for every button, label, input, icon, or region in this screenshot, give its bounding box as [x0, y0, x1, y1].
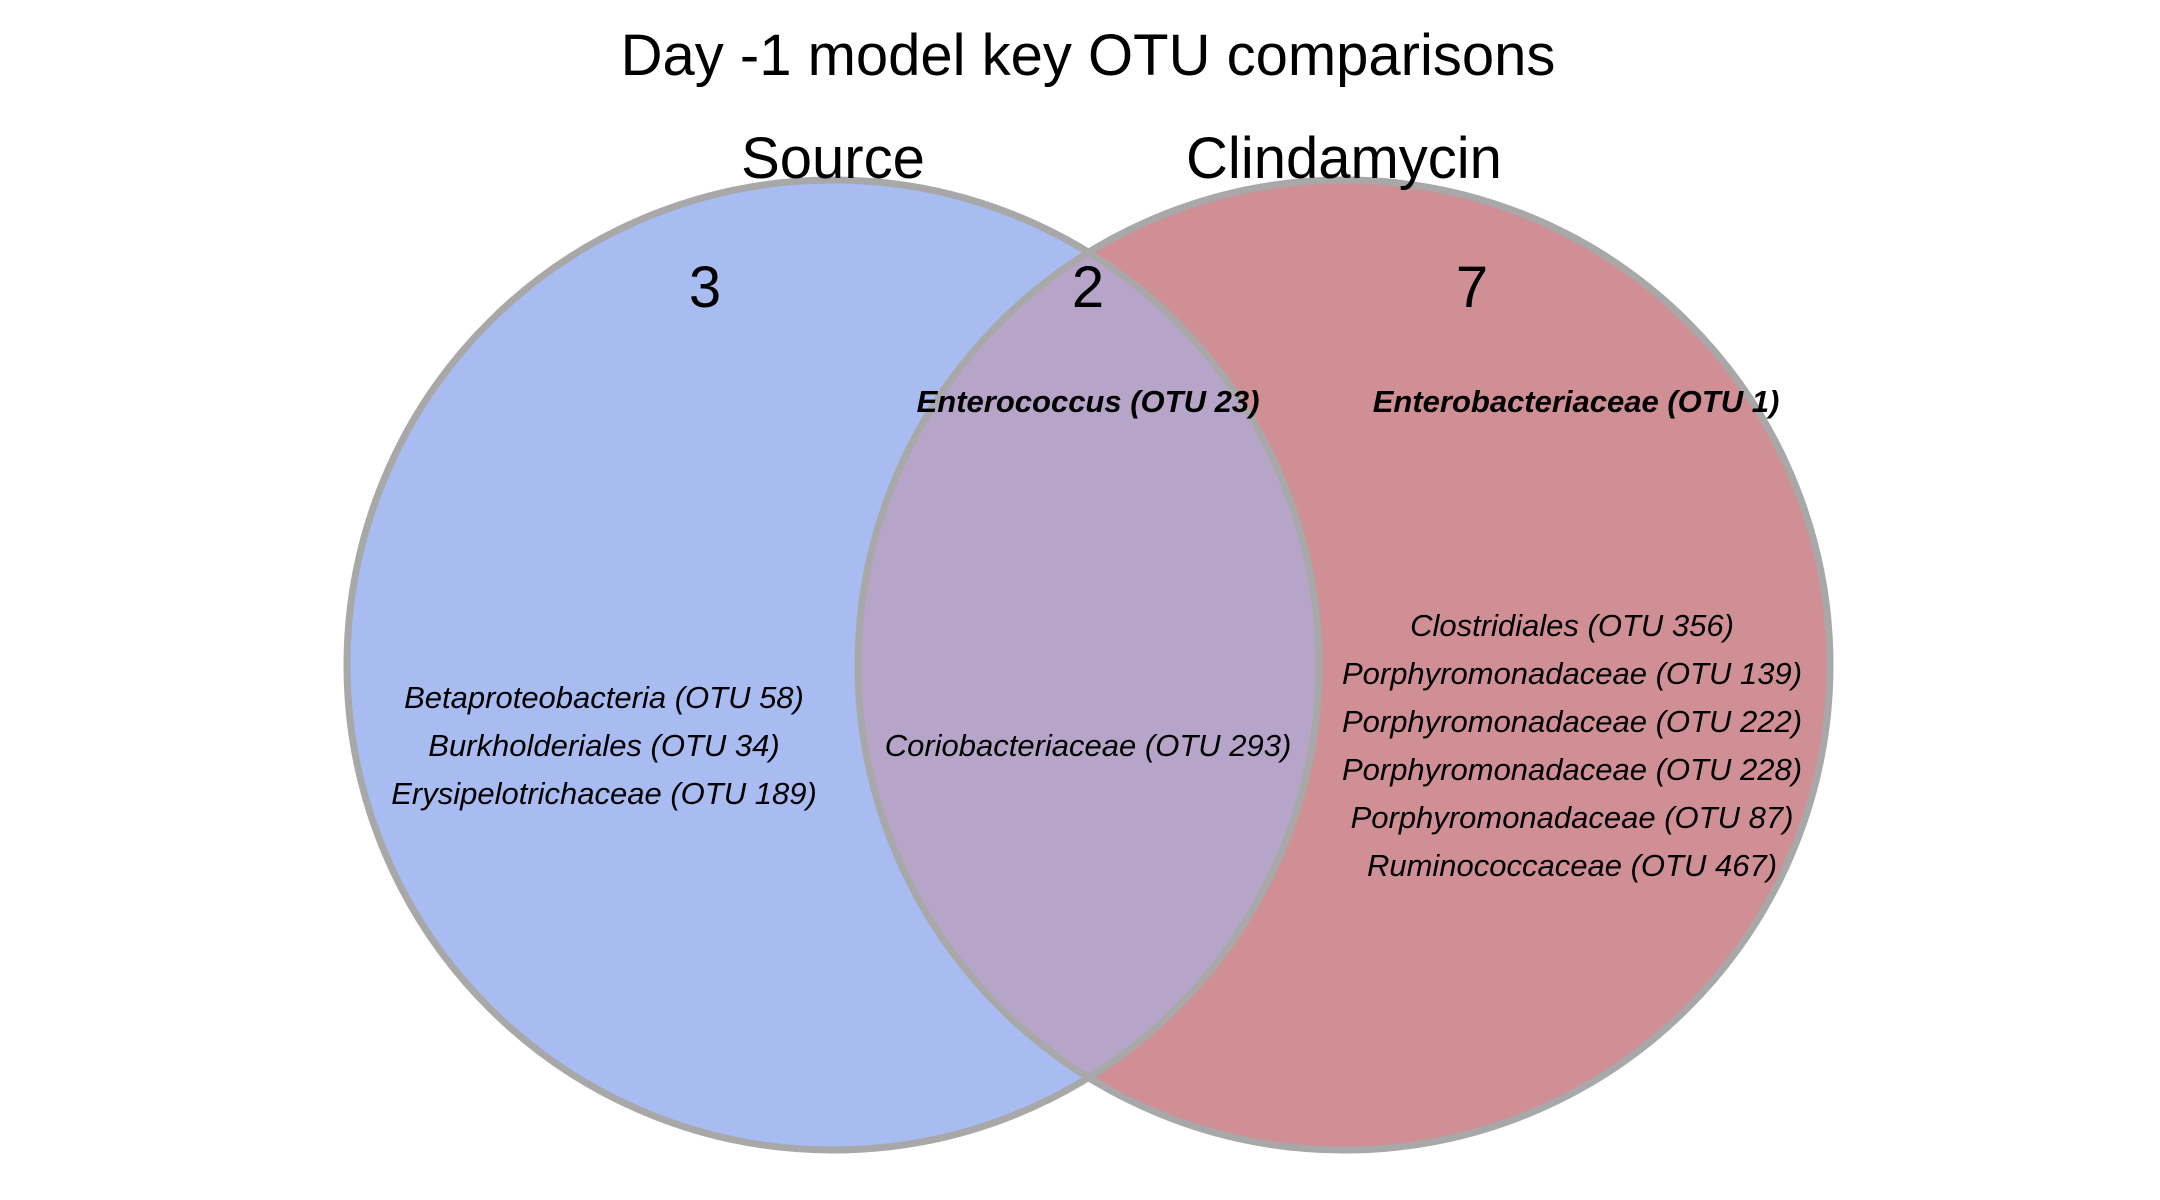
clindamycin-otu-item: Clostridiales (OTU 356) [1410, 608, 1734, 643]
clindamycin-otu-item: Porphyromonadaceae (OTU 228) [1342, 752, 1802, 787]
source-otu-item: Burkholderiales (OTU 34) [428, 728, 779, 763]
clindamycin-otu-item: Porphyromonadaceae (OTU 139) [1342, 656, 1802, 691]
diagram-title: Day -1 model key OTU comparisons [621, 23, 1556, 88]
clindamycin-circle-outline [854, 176, 1834, 1154]
clindamycin-bold-otu: Enterobacteriaceae (OTU 1) [1373, 384, 1780, 419]
source-circle-outline [343, 176, 1323, 1154]
source-otu-item: Erysipelotrichaceae (OTU 189) [391, 776, 817, 811]
overlap-otu-item: Coriobacteriaceae (OTU 293) [885, 728, 1292, 763]
source-set-label: Source [741, 126, 925, 191]
source-only-count: 3 [689, 255, 721, 320]
clindamycin-only-count: 7 [1456, 255, 1488, 320]
clindamycin-otu-item: Porphyromonadaceae (OTU 222) [1342, 704, 1802, 739]
overlap-bold-otu: Enterococcus (OTU 23) [917, 384, 1260, 419]
clindamycin-otu-item: Ruminococcaceae (OTU 467) [1367, 848, 1777, 883]
clindamycin-set-label: Clindamycin [1186, 126, 1502, 191]
overlap-count: 2 [1072, 255, 1104, 320]
clindamycin-otu-item: Porphyromonadaceae (OTU 87) [1351, 800, 1794, 835]
overlap-region [858, 180, 1319, 1150]
source-otu-item: Betaproteobacteria (OTU 58) [404, 680, 804, 715]
